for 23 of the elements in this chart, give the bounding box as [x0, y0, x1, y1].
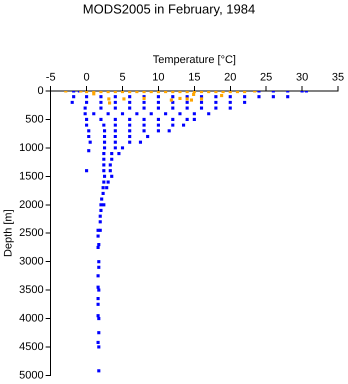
- x-axis-title: Temperature [°C]: [152, 54, 236, 66]
- x-tick-label: 0: [84, 71, 90, 84]
- y-tick-label: 1000: [19, 142, 44, 154]
- x-tick-label: 15: [188, 71, 200, 84]
- x-tick-label: 5: [119, 71, 126, 84]
- x-tick-label: 25: [260, 71, 272, 84]
- y-tick-label: 4500: [19, 340, 44, 353]
- y-tick-label: 3500: [19, 284, 44, 296]
- x-tick-label: 20: [224, 71, 236, 84]
- y-tick-label: 500: [25, 113, 44, 126]
- x-tick-label: 10: [152, 71, 165, 84]
- y-tick-label: 4000: [19, 312, 44, 325]
- y-tick-label: 3000: [19, 256, 44, 268]
- x-tick-label: -5: [46, 71, 56, 84]
- y-axis-title: Depth [m]: [2, 209, 15, 258]
- x-tick-label: 35: [332, 71, 344, 84]
- y-tick-label: 2000: [19, 198, 44, 211]
- chart-title: MODS2005 in February, 1984: [82, 1, 256, 16]
- y-tick-label: 5000: [19, 369, 44, 382]
- y-tick-label: 2500: [19, 227, 44, 240]
- x-tick-label: 30: [296, 71, 308, 84]
- y-tick-label: 0: [38, 85, 44, 98]
- y-tick-label: 1500: [19, 170, 44, 182]
